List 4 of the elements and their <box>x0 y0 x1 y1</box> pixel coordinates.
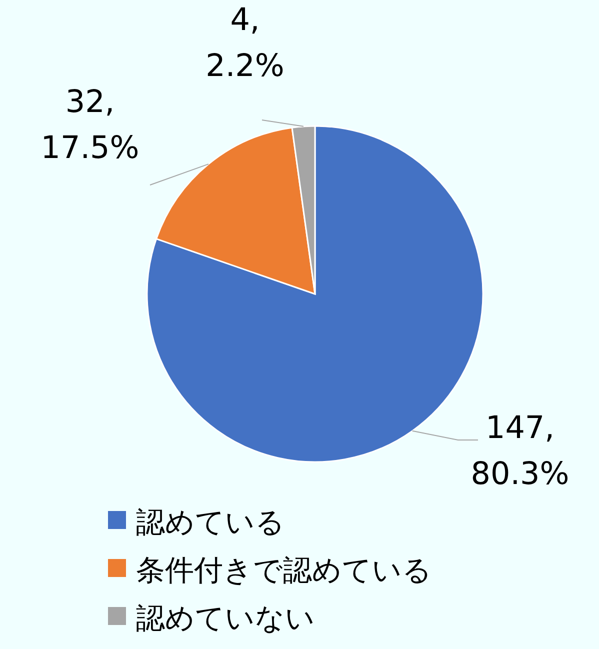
data-label: 4, 2.2% <box>206 2 284 84</box>
data-label: 147, 80.3% <box>470 410 570 492</box>
legend-label: 認めている <box>136 505 285 539</box>
data-label: 32, 17.5% <box>40 84 140 166</box>
